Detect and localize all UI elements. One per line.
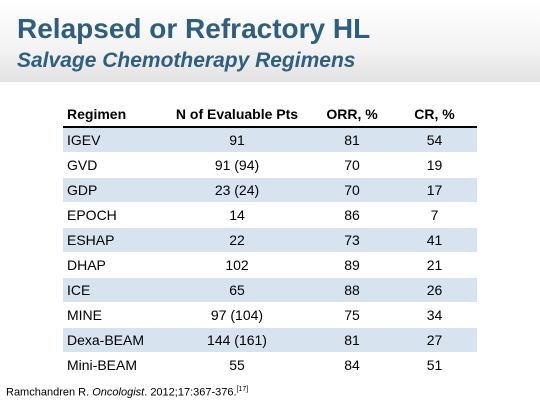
regimen-cell: EPOCH (63, 202, 162, 228)
regimen-cell: IGEV (63, 127, 162, 153)
table-row: IGEV 91 81 54 (63, 127, 477, 153)
citation-journal: Oncologist (92, 386, 145, 399)
cr-cell: 41 (392, 227, 477, 253)
cr-cell: 21 (392, 252, 477, 278)
table-row: DHAP 102 89 21 (63, 252, 477, 278)
evaluable-pts-cell: 65 (162, 277, 312, 303)
orr-cell: 89 (312, 252, 392, 278)
evaluable-pts-cell: 14 (162, 202, 312, 228)
orr-cell: 86 (312, 202, 392, 228)
cr-cell: 26 (392, 277, 477, 303)
orr-cell: 88 (312, 277, 392, 303)
cr-cell: 34 (392, 302, 477, 328)
evaluable-pts-cell: 97 (104) (162, 302, 312, 328)
regimen-cell: Dexa-BEAM (63, 327, 162, 353)
cr-cell: 19 (392, 152, 477, 178)
orr-cell: 75 (312, 302, 392, 328)
cr-cell: 51 (392, 352, 477, 378)
regimen-cell: GDP (63, 177, 162, 203)
column-header-cr: CR, % (392, 101, 477, 128)
table-row: Mini-BEAM 55 84 51 (63, 352, 477, 378)
evaluable-pts-cell: 91 (94) (162, 152, 312, 178)
table-row: GDP 23 (24) 70 17 (63, 177, 477, 203)
table-row: GVD 91 (94) 70 19 (63, 152, 477, 178)
table-row: MINE 97 (104) 75 34 (63, 302, 477, 328)
regimen-cell: Mini-BEAM (63, 352, 162, 378)
orr-cell: 70 (312, 152, 392, 178)
citation-footer: Ramchandren R. Oncologist. 2012;17:367-3… (6, 386, 248, 399)
table-row: EPOCH 14 86 7 (63, 202, 477, 228)
orr-cell: 81 (312, 327, 392, 353)
slide-subtitle: Salvage Chemotherapy Regimens (17, 49, 356, 72)
column-header-evaluable-pts: N of Evaluable Pts (162, 101, 312, 128)
table-header-row: Regimen N of Evaluable Pts ORR, % CR, % (63, 101, 477, 128)
regimen-cell: ICE (63, 277, 162, 303)
evaluable-pts-cell: 102 (162, 252, 312, 278)
orr-cell: 84 (312, 352, 392, 378)
evaluable-pts-cell: 22 (162, 227, 312, 253)
table-row: Dexa-BEAM 144 (161) 81 27 (63, 327, 477, 353)
evaluable-pts-cell: 91 (162, 127, 312, 153)
regimen-cell: MINE (63, 302, 162, 328)
regimens-table: Regimen N of Evaluable Pts ORR, % CR, % … (63, 101, 477, 378)
slide-header: Relapsed or Refractory HL Salvage Chemot… (0, 0, 540, 82)
slide-title: Relapsed or Refractory HL (17, 13, 371, 44)
citation-reference: [17] (236, 386, 249, 393)
column-header-orr: ORR, % (312, 101, 392, 128)
regimen-cell: GVD (63, 152, 162, 178)
cr-cell: 17 (392, 177, 477, 203)
cr-cell: 54 (392, 127, 477, 153)
regimen-cell: ESHAP (63, 227, 162, 253)
citation-details: . 2012;17:367-376. (144, 386, 237, 399)
orr-cell: 70 (312, 177, 392, 203)
cr-cell: 27 (392, 327, 477, 353)
table-row: ICE 65 88 26 (63, 277, 477, 303)
evaluable-pts-cell: 55 (162, 352, 312, 378)
cr-cell: 7 (392, 202, 477, 228)
regimen-cell: DHAP (63, 252, 162, 278)
column-header-regimen: Regimen (63, 101, 162, 128)
orr-cell: 73 (312, 227, 392, 253)
evaluable-pts-cell: 23 (24) (162, 177, 312, 203)
orr-cell: 81 (312, 127, 392, 153)
citation-author: Ramchandren R. (6, 386, 93, 399)
evaluable-pts-cell: 144 (161) (162, 327, 312, 353)
table-row: ESHAP 22 73 41 (63, 227, 477, 253)
